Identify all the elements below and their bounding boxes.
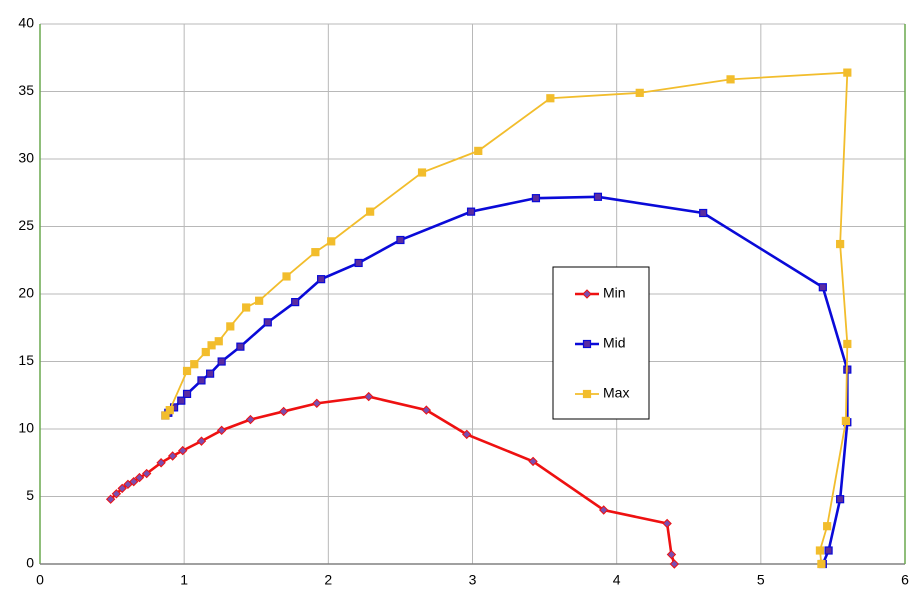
point (217, 357, 226, 366)
point (396, 235, 405, 245)
point (167, 451, 178, 461)
series (161, 68, 852, 569)
y-tick-label: 5 (26, 487, 34, 503)
point (843, 339, 852, 349)
point (818, 283, 827, 292)
x-tick-label: 5 (757, 572, 765, 588)
legend-item: Max (575, 385, 629, 401)
point (201, 347, 210, 357)
point (311, 248, 320, 257)
legend-label: Min (603, 285, 626, 301)
legend-marker (582, 339, 592, 349)
point (462, 429, 472, 440)
point (165, 406, 174, 415)
x-tick-label: 6 (901, 572, 909, 588)
point (245, 414, 256, 425)
point (363, 391, 374, 402)
point (312, 398, 322, 409)
point (317, 275, 326, 284)
point (282, 272, 291, 281)
legend-item: Min (575, 285, 626, 301)
point (635, 88, 644, 97)
point (291, 298, 300, 307)
point (417, 168, 427, 177)
point (817, 559, 826, 569)
point (190, 360, 199, 369)
point (196, 436, 207, 446)
point (824, 546, 833, 555)
y-tick-label: 10 (18, 420, 34, 436)
point (421, 405, 432, 415)
x-tick-label: 2 (324, 572, 332, 588)
point (263, 318, 272, 327)
point (531, 194, 541, 203)
point (216, 425, 227, 436)
y-tick-label: 35 (18, 82, 34, 98)
point (206, 369, 215, 378)
point (178, 445, 188, 456)
point (726, 75, 735, 84)
point (141, 468, 152, 479)
point (836, 239, 845, 249)
point (843, 68, 852, 77)
point (105, 494, 116, 504)
legend-label: Mid (603, 335, 626, 351)
point (255, 296, 264, 305)
point (278, 406, 289, 417)
point (236, 342, 245, 351)
point (197, 376, 206, 385)
point (134, 472, 145, 483)
point (161, 411, 170, 420)
point (177, 396, 186, 405)
point (593, 192, 603, 201)
legend-box (552, 266, 650, 420)
y-tick-label: 40 (18, 15, 34, 31)
point (598, 505, 609, 515)
legend-item: Mid (575, 335, 626, 351)
y-tick-label: 0 (26, 555, 34, 571)
point (214, 337, 223, 346)
point (474, 146, 483, 155)
point (156, 458, 166, 468)
point (354, 258, 363, 268)
x-tick-label: 0 (36, 572, 44, 588)
point (366, 207, 375, 216)
legend-label: Max (603, 385, 629, 401)
y-tick-label: 15 (18, 352, 34, 368)
point (242, 303, 251, 312)
point (528, 456, 538, 467)
x-tick-label: 3 (469, 572, 477, 588)
series (105, 391, 680, 569)
legend-marker (582, 389, 592, 399)
point (327, 237, 336, 246)
point (111, 489, 122, 499)
point (699, 208, 708, 218)
point (182, 389, 192, 398)
point (207, 341, 216, 350)
point (823, 522, 832, 531)
x-tick-label: 1 (180, 572, 188, 588)
point (226, 322, 235, 331)
point (836, 495, 845, 504)
legend: Min Mid Max (552, 266, 650, 420)
point (129, 476, 139, 487)
point (666, 549, 677, 560)
point (662, 518, 672, 529)
point (117, 483, 127, 494)
point (466, 207, 476, 216)
point (841, 416, 850, 425)
y-tick-label: 20 (18, 285, 34, 301)
y-tick-label: 30 (18, 150, 34, 166)
point (182, 366, 192, 376)
x-tick-label: 4 (613, 572, 621, 588)
point (669, 559, 680, 569)
point (546, 94, 555, 103)
y-tick-label: 25 (18, 217, 34, 233)
legend-marker (582, 289, 592, 299)
point (815, 546, 825, 555)
